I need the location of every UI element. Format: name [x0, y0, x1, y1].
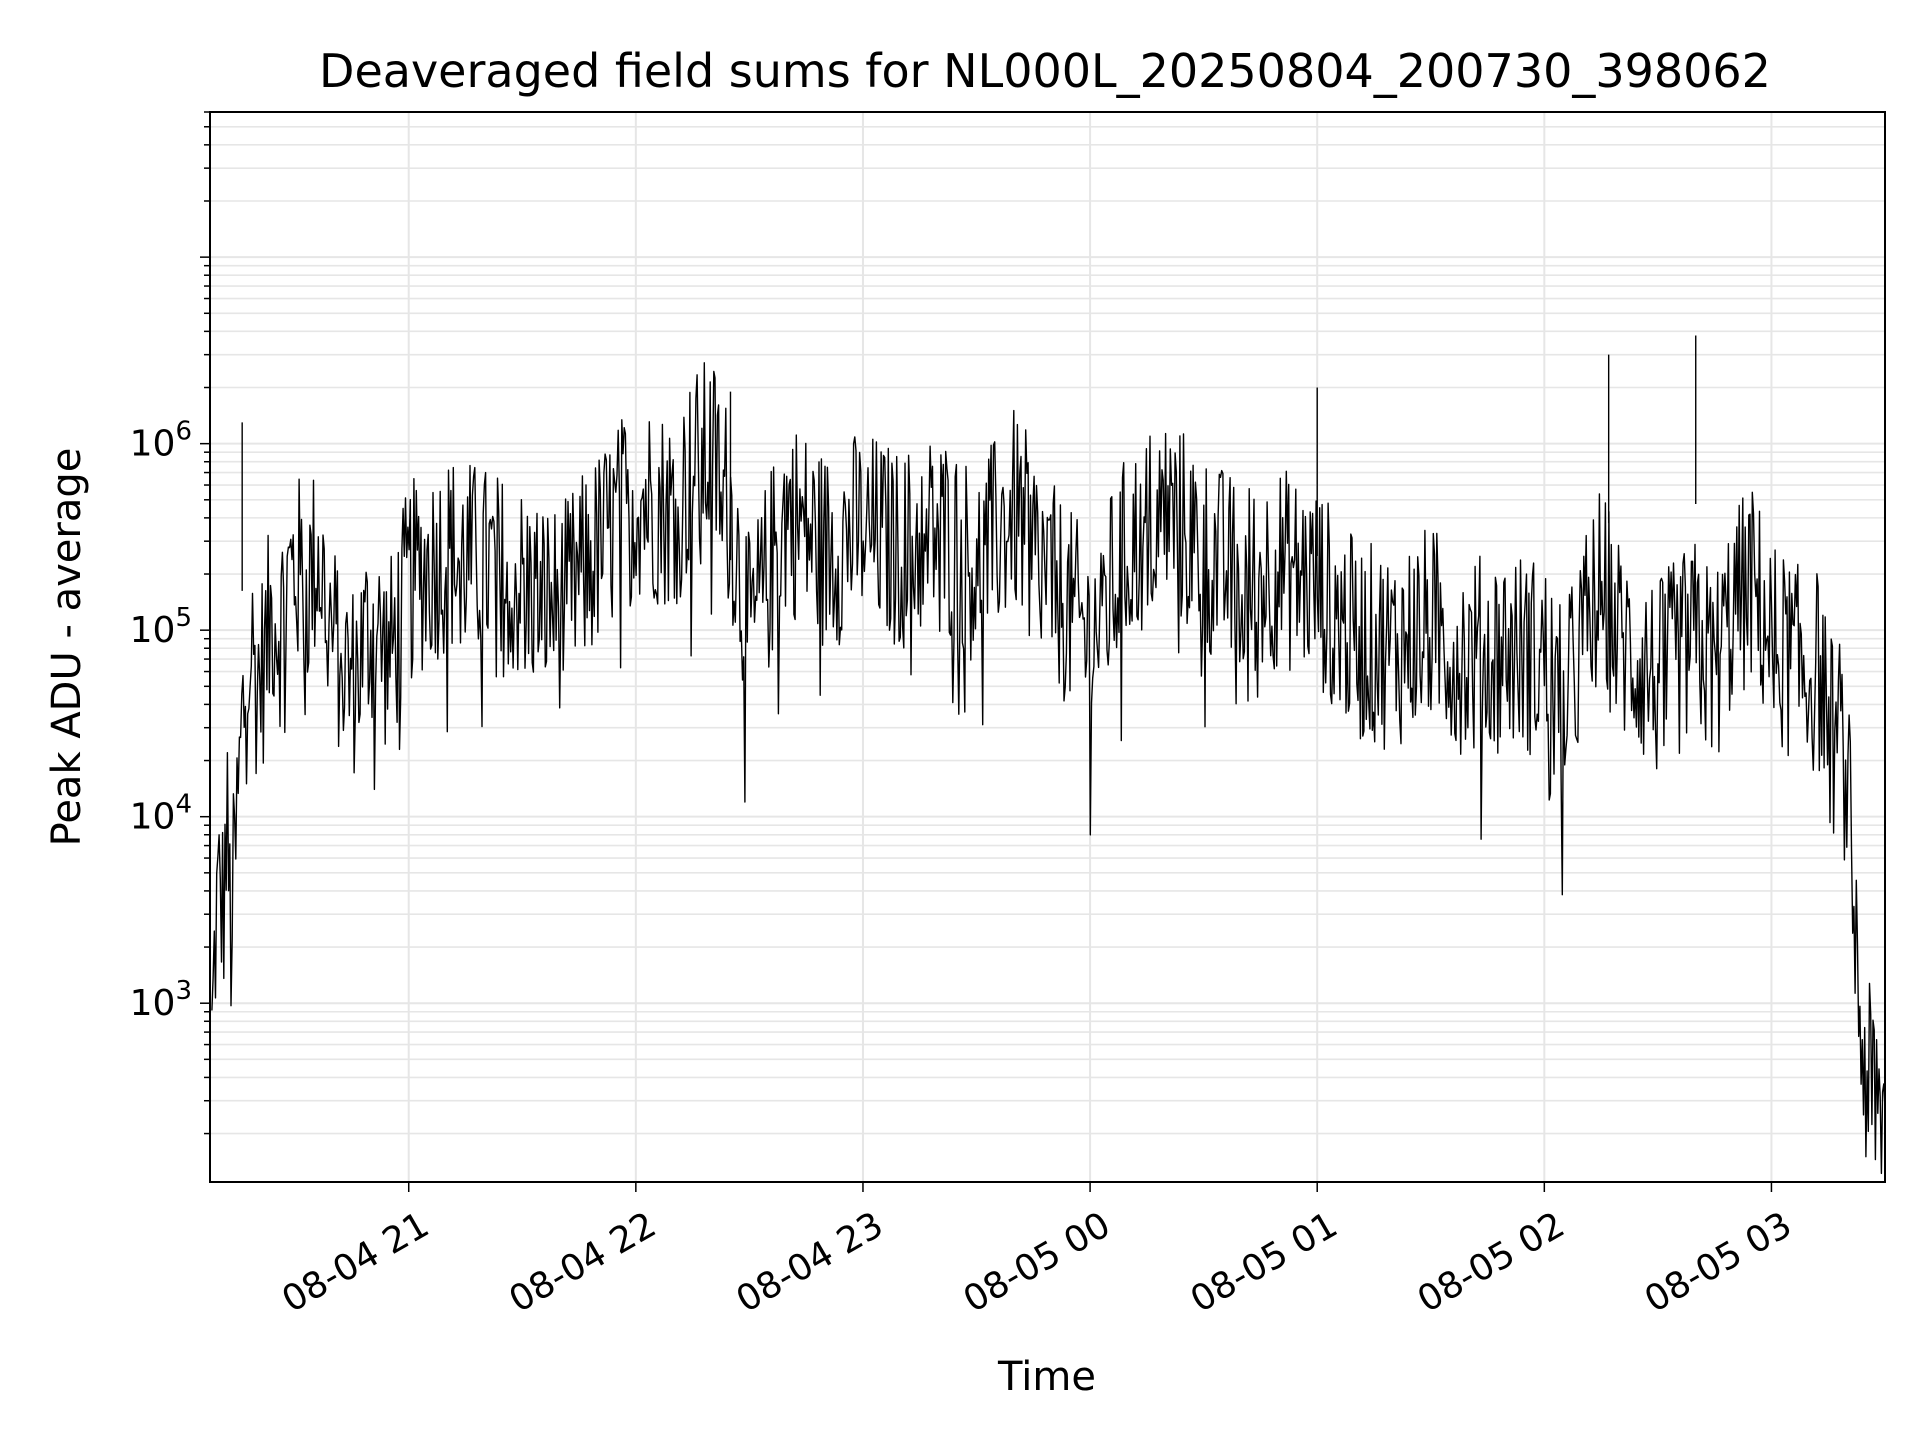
y-tick-label: 106 [130, 417, 192, 465]
x-axis-label: Time [997, 1354, 1096, 1400]
y-tick-exponent: 4 [175, 790, 192, 820]
plot-frame [209, 111, 1886, 1183]
y-axis-label: Peak ADU - average [44, 448, 90, 847]
y-tick-label: 103 [130, 976, 192, 1024]
y-tick-label: 105 [130, 603, 192, 651]
y-tick-base: 10 [130, 983, 176, 1024]
chart-title: Deaveraged field sums for NL000L_2025080… [319, 44, 1771, 98]
y-tick-base: 10 [130, 424, 176, 465]
y-tick-label: 104 [130, 790, 192, 838]
y-tick-exponent: 6 [175, 417, 192, 447]
y-tick-base: 10 [130, 797, 176, 838]
y-tick-exponent: 5 [175, 603, 192, 633]
y-tick-exponent: 3 [175, 976, 192, 1006]
series-line [211, 362, 1886, 1175]
y-tick-base: 10 [130, 610, 176, 651]
data-series [211, 335, 1886, 1175]
